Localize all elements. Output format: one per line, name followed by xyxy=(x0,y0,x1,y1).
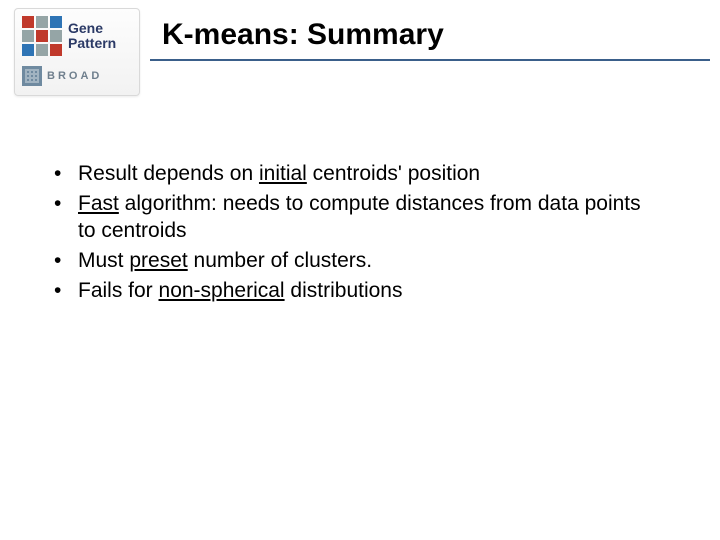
bullet-text-underline: initial xyxy=(259,162,307,185)
bullet-text-underline: Fast xyxy=(78,192,119,215)
bullet-text-pre: Result depends on xyxy=(78,162,259,185)
bullet-text-post: centroids' position xyxy=(307,162,480,185)
list-item: Fast algorithm: needs to compute distanc… xyxy=(54,190,660,245)
broad-logo: BROAD xyxy=(22,65,134,87)
bullet-text-post: algorithm: needs to compute distances fr… xyxy=(78,192,641,243)
bullet-text-underline: preset xyxy=(129,249,187,272)
bullet-text-post: distributions xyxy=(285,279,403,302)
bullet-text-underline: non-spherical xyxy=(159,279,285,302)
grid-cell xyxy=(50,44,62,56)
pattern-label: Pattern xyxy=(68,36,116,51)
genepattern-logo: Gene Pattern xyxy=(22,15,134,57)
list-item: Fails for non-spherical distributions xyxy=(54,277,660,305)
bullet-list: Result depends on initial centroids' pos… xyxy=(54,160,660,307)
grid-cell xyxy=(22,44,34,56)
title-rule xyxy=(150,59,710,61)
page-title: K-means: Summary xyxy=(162,18,444,52)
list-item: Result depends on initial centroids' pos… xyxy=(54,160,660,188)
grid-cell xyxy=(36,44,48,56)
gene-label: Gene xyxy=(68,21,116,36)
bullet-text-post: number of clusters. xyxy=(188,249,372,272)
grid-cell xyxy=(22,16,34,28)
grid-cell xyxy=(36,16,48,28)
grid-cell xyxy=(50,16,62,28)
broad-text: BROAD xyxy=(47,70,102,82)
grid-cell xyxy=(50,30,62,42)
bullet-text-pre: Must xyxy=(78,249,129,272)
genepattern-grid-icon xyxy=(22,16,62,56)
logo-block: Gene Pattern BROAD xyxy=(14,8,140,96)
bullet-text-pre: Fails for xyxy=(78,279,159,302)
genepattern-text: Gene Pattern xyxy=(68,21,116,50)
broad-mark-icon xyxy=(22,66,42,86)
list-item: Must preset number of clusters. xyxy=(54,247,660,275)
grid-cell xyxy=(36,30,48,42)
slide: Gene Pattern BROAD K-means: Summary Resu… xyxy=(0,0,720,540)
grid-cell xyxy=(22,30,34,42)
